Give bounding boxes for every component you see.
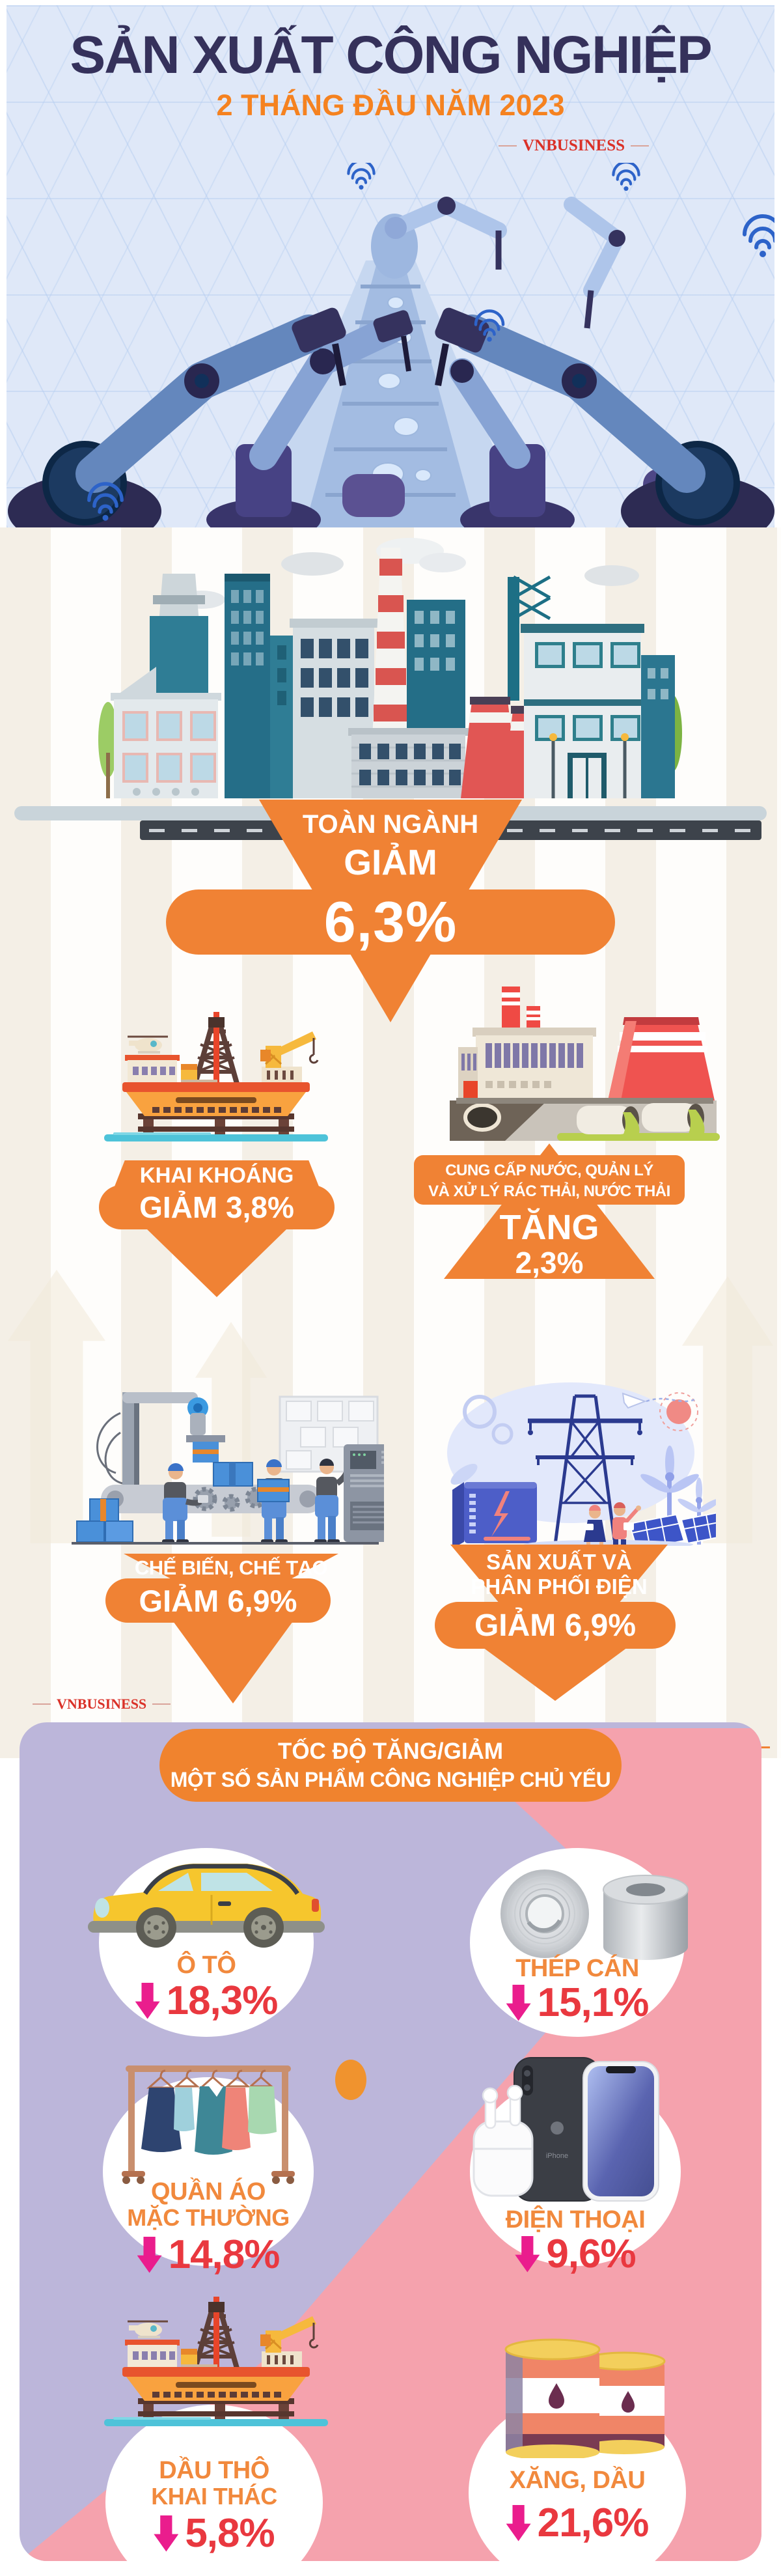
crude-egg-background bbox=[105, 2405, 323, 2561]
mfg-change: GIẢM 6,9% bbox=[139, 1583, 297, 1618]
fuel-change: 21,6% bbox=[469, 2500, 686, 2546]
fuel-value: 21,6% bbox=[537, 2500, 650, 2545]
phone-device-label: iPhone bbox=[546, 2152, 568, 2160]
mining-change: GIẢM 3,8% bbox=[139, 1190, 294, 1224]
brand-dash-right bbox=[152, 1703, 171, 1705]
fuel-label: XĂNG, DẦU bbox=[509, 2467, 646, 2494]
down-arrow-icon bbox=[515, 2235, 540, 2273]
crude-value: 5,8% bbox=[185, 2511, 275, 2556]
products-panel: TỐC ĐỘ TĂNG/GIẢM MỘT SỐ SẢN PHẨM CÔNG NG… bbox=[20, 1722, 761, 2561]
overall-label: TOÀN NGÀNH bbox=[302, 810, 479, 839]
page-title: SẢN XUẤT CÔNG NGHIỆP bbox=[70, 25, 712, 85]
phone-change: 9,6% bbox=[470, 2231, 681, 2277]
car-value: 18,3% bbox=[166, 1978, 279, 2023]
mining-label: KHAI KHOÁNG bbox=[139, 1163, 294, 1187]
mfg-label: CHẾ BIẾN, CHẾ TẠO bbox=[134, 1556, 328, 1579]
wifi-icon bbox=[87, 163, 774, 521]
water-label-line2: VÀ XỬ LÝ RÁC THẢI, NƯỚC THẢI bbox=[428, 1182, 670, 1200]
header-section: SẢN XUẤT CÔNG NGHIỆP 2 THÁNG ĐẦU NĂM 202… bbox=[7, 5, 774, 527]
overall-value-pill: 6,3% bbox=[166, 889, 615, 955]
down-arrow-icon bbox=[154, 2515, 179, 2552]
crude-change: 5,8% bbox=[105, 2510, 323, 2556]
down-arrow-icon bbox=[506, 2504, 531, 2541]
clothes-value: 14,8% bbox=[168, 2232, 281, 2277]
products-heading: TỐC ĐỘ TĂNG/GIẢM MỘT SỐ SẢN PHẨM CÔNG NG… bbox=[159, 1729, 622, 1802]
products-heading-line1: TỐC ĐỘ TĂNG/GIẢM bbox=[277, 1739, 504, 1764]
oil-rig-illustration bbox=[98, 1009, 335, 1147]
electricity-illustration bbox=[447, 1382, 716, 1546]
clothes-label-line2: MẶC THƯỜNG bbox=[127, 2204, 290, 2231]
mining-banner bbox=[115, 1160, 319, 1186]
oil-rig-illustration bbox=[98, 2294, 335, 2432]
overall-verb: GIẢM bbox=[344, 842, 437, 882]
decor-orange-dot bbox=[335, 2060, 366, 2100]
brand-logo: VNBUSINESS bbox=[499, 137, 650, 155]
car-illustration bbox=[88, 1864, 325, 1948]
water-label: CUNG CẤP NƯỚC, QUẢN LÝ VÀ XỬ LÝ RÁC THẢI… bbox=[414, 1160, 685, 1201]
products-heading-line2: MỘT SỐ SẢN PHẨM CÔNG NGHIỆP CHỦ YẾU bbox=[170, 1768, 611, 1791]
crude-label-line2: KHAI THÁC bbox=[151, 2483, 277, 2510]
overall-value: 6,3% bbox=[323, 889, 458, 954]
steel-value: 15,1% bbox=[537, 1980, 650, 2025]
down-arrow-icon bbox=[506, 1984, 531, 2021]
clothes-change: 14,8% bbox=[103, 2232, 314, 2278]
brand-text: VNBUSINESS bbox=[57, 1696, 147, 1712]
phone-value: 9,6% bbox=[546, 2232, 636, 2276]
manufacturing-illustration bbox=[72, 1392, 384, 1545]
engineer-figures bbox=[584, 1502, 641, 1546]
elec-change-pill: GIẢM 6,9% bbox=[435, 1602, 676, 1649]
elec-change: GIẢM 6,9% bbox=[474, 1608, 637, 1643]
fuel-barrels-illustration bbox=[504, 2338, 666, 2458]
worker-figure bbox=[257, 1459, 290, 1544]
elec-label-line1: SẢN XUẤT VÀ bbox=[486, 1550, 632, 1574]
worker-figure bbox=[162, 1463, 208, 1544]
crude-label-line1: DẦU THÔ bbox=[159, 2457, 269, 2484]
clothes-rack-illustration bbox=[122, 2065, 295, 2184]
phone-illustration: iPhone bbox=[473, 2057, 659, 2202]
water-banner bbox=[414, 1155, 685, 1205]
car-label: Ô TÔ bbox=[176, 1952, 236, 1979]
steel-change: 15,1% bbox=[470, 1980, 685, 2026]
factory-city-illustration bbox=[98, 538, 682, 798]
water-label-line1: CUNG CẤP NƯỚC, QUẢN LÝ bbox=[445, 1162, 653, 1179]
water-value: 2,3% bbox=[515, 1246, 584, 1280]
steel-label: THÉP CÁN bbox=[515, 1955, 639, 1982]
water-verb: TĂNG bbox=[499, 1208, 599, 1247]
elec-label-line2: PHÂN PHỐI ĐIỆN bbox=[471, 1575, 648, 1599]
mfg-change-pill: GIẢM 6,9% bbox=[105, 1578, 331, 1623]
robot-arms-illustration bbox=[8, 163, 774, 527]
brand-logo: VNBUSINESS bbox=[33, 1696, 171, 1713]
down-arrow-icon bbox=[135, 1982, 160, 2019]
water-treatment-illustration bbox=[450, 987, 720, 1141]
phone-label: ĐIỆN THOẠI bbox=[505, 2206, 646, 2233]
brand-dash-left bbox=[33, 1703, 51, 1705]
brand-text: VNBUSINESS bbox=[523, 137, 625, 154]
page-subtitle: 2 THÁNG ĐẦU NĂM 2023 bbox=[216, 89, 565, 122]
brand-dash-right bbox=[631, 145, 650, 147]
down-arrow-icon bbox=[137, 2236, 162, 2273]
clothes-label-line1: QUẦN ÁO bbox=[151, 2178, 266, 2205]
car-change: 18,3% bbox=[99, 1978, 314, 2024]
brand-dash-left bbox=[499, 145, 517, 147]
steel-rolls-illustration bbox=[500, 1869, 689, 1960]
mining-change-pill: GIẢM 3,8% bbox=[99, 1185, 335, 1229]
